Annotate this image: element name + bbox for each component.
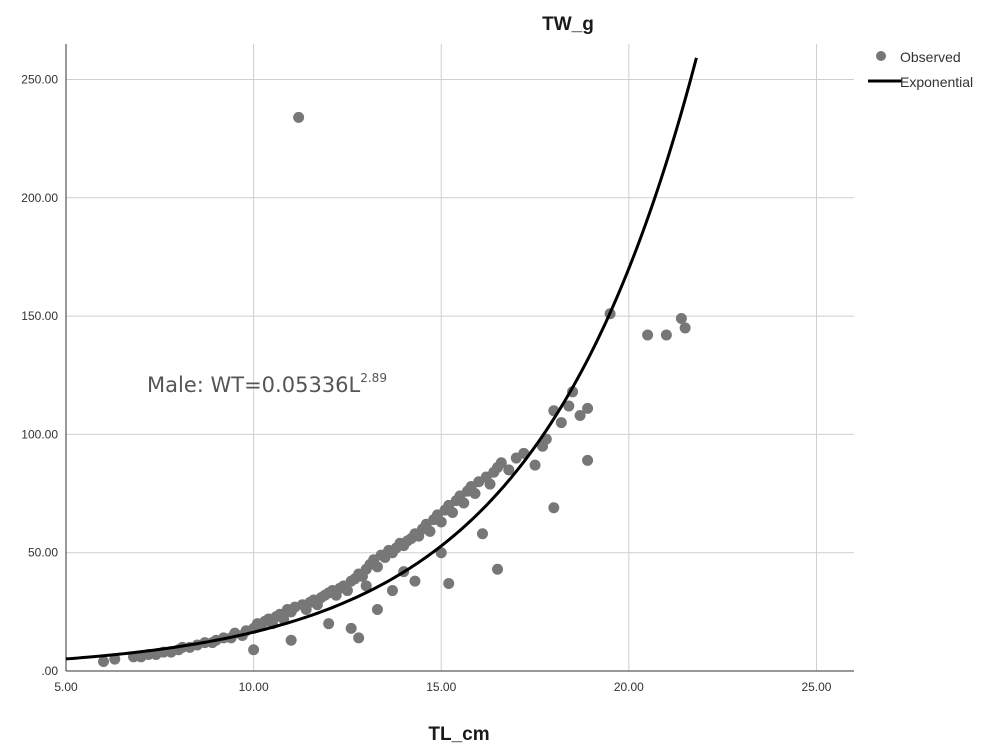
data-point [443, 577, 455, 589]
data-point [435, 516, 447, 528]
data-point [98, 656, 110, 668]
data-point [555, 417, 567, 429]
exponential-fit-line [65, 57, 698, 661]
data-point [345, 622, 357, 634]
legend-observed-label: Observed [900, 49, 961, 65]
data-point [582, 402, 594, 414]
observed-points [98, 111, 691, 668]
chart-title: TW_g [542, 14, 594, 35]
data-point [492, 563, 504, 575]
data-point [285, 634, 297, 646]
axes: 5.00 10.00 15.00 20.00 25.00 .00 50.00 100.00 15… [21, 44, 854, 694]
legend-observed-marker [876, 51, 886, 61]
data-point [563, 400, 575, 412]
data-point [353, 632, 365, 644]
data-point [469, 488, 481, 500]
data-point [679, 322, 691, 334]
fit-curve-layer [65, 57, 698, 661]
x-tick-label: 25.00 [801, 680, 831, 694]
data-point [371, 603, 383, 615]
data-point [548, 502, 560, 514]
data-point [477, 528, 489, 540]
data-point [278, 613, 290, 625]
data-point [386, 585, 398, 597]
data-point [293, 111, 305, 123]
annotation-formula-main: Male: WT=0.05336L [147, 373, 361, 397]
data-point [675, 312, 687, 324]
x-tick-label: 20.00 [614, 680, 644, 694]
data-point [360, 580, 372, 592]
y-tick-label: .00 [41, 664, 58, 678]
data-point [503, 464, 515, 476]
annotation-exponent: 2.89 [360, 371, 387, 385]
legend-exponential-label: Exponential [900, 74, 973, 90]
x-tick-label: 5.00 [54, 680, 78, 694]
data-point [323, 618, 335, 630]
grid [66, 44, 854, 671]
annotation: Male: WT=0.05336L2.89 [147, 371, 387, 397]
data-point [660, 329, 672, 341]
data-point [409, 575, 421, 587]
data-point [446, 506, 458, 518]
x-axis-title: TL_cm [428, 724, 489, 745]
data-point [529, 459, 541, 471]
y-tick-label: 200.00 [21, 191, 58, 205]
annotation-formula: Male: WT=0.05336L2.89 [147, 371, 387, 397]
data-point [341, 585, 353, 597]
y-tick-label: 50.00 [28, 546, 58, 560]
data-point [574, 409, 586, 421]
data-point [371, 561, 383, 573]
y-tick-label: 100.00 [21, 427, 58, 441]
data-point [484, 478, 496, 490]
data-point [495, 457, 507, 469]
data-point [582, 454, 594, 466]
legend: Observed Exponential [868, 49, 973, 90]
y-tick-label: 150.00 [21, 309, 58, 323]
y-tick-label: 250.00 [21, 72, 58, 86]
data-point [642, 329, 654, 341]
data-point [424, 525, 436, 537]
x-tick-label: 10.00 [239, 680, 269, 694]
data-point [248, 644, 260, 656]
x-tick-label: 15.00 [426, 680, 456, 694]
data-point [458, 497, 470, 509]
